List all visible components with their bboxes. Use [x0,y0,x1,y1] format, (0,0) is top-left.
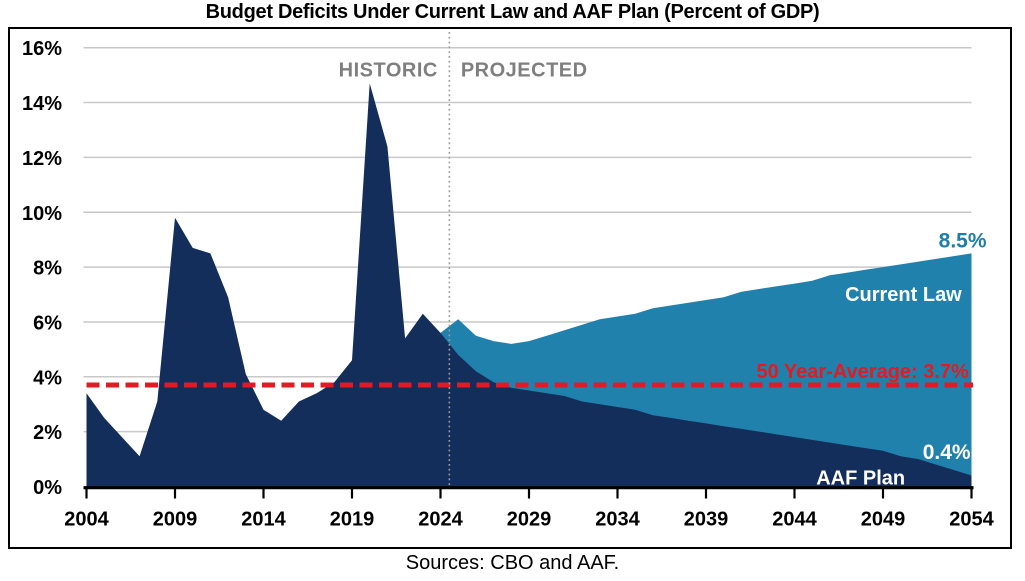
annotation-historic: HISTORIC [339,59,438,81]
y-axis-tick-label: 6% [33,312,62,334]
area-aaf-plan [86,83,972,487]
y-axis-tick-label: 16% [22,38,62,60]
y-axis-tick-label: 0% [33,477,62,499]
x-axis-tick-label: 2039 [684,509,729,531]
x-axis-tick-label: 2014 [241,509,286,531]
y-axis-tick-label: 14% [22,93,62,115]
y-axis-tick-label: 10% [22,203,62,225]
x-axis-tick-label: 2054 [949,509,994,531]
x-axis-tick-label: 2009 [153,509,198,531]
annotation-aaf-plan: AAF Plan [816,467,905,489]
annotation-current-law: Current Law [845,284,962,306]
x-axis-tick-label: 2019 [330,509,375,531]
annotation-8-5-: 8.5% [939,229,987,252]
annotation-0-4-: 0.4% [923,441,971,464]
x-axis-tick-label: 2044 [772,509,817,531]
chart-title: Budget Deficits Under Current Law and AA… [205,1,820,23]
y-axis-tick-label: 4% [33,367,62,389]
source-note: Sources: CBO and AAF. [405,552,620,574]
y-axis-tick-label: 2% [33,422,62,444]
x-axis-tick-label: 2034 [595,509,640,531]
x-axis-tick-label: 2004 [64,509,109,531]
annotation-50-year-average-3-7-: 50 Year-Average: 3.7% [756,361,969,383]
annotation-projected: PROJECTED [461,59,588,81]
x-axis-tick-label: 2049 [861,509,906,531]
chart-canvas: 0% 2% 4% 6% 8% 10% 12% 14% 16% 2004 2009 2014 2019 20… [22,32,995,531]
x-axis-tick-label: 2029 [507,509,552,531]
y-axis-tick-label: 12% [22,148,62,170]
y-axis-tick-label: 8% [33,258,62,280]
chart-frame: 0% 2% 4% 6% 8% 10% 12% 14% 16% 2004 2009 2014 2019 20… [8,27,1012,549]
x-axis-tick-label: 2024 [418,509,463,531]
